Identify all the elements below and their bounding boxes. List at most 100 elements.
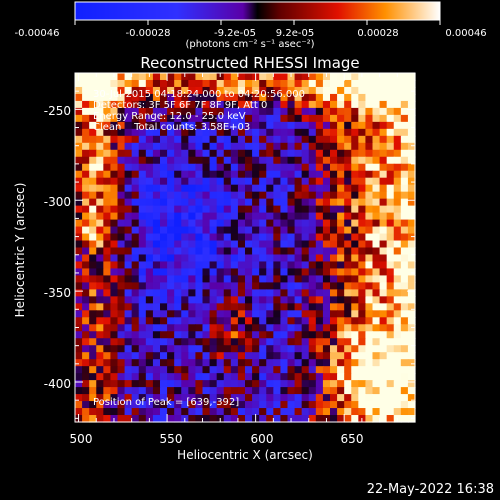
heatmap-cell	[351, 366, 359, 374]
heatmap-cell	[273, 373, 282, 381]
heatmap-cell	[358, 296, 367, 304]
heatmap-cell	[365, 240, 374, 249]
heatmap-cell	[216, 373, 225, 381]
heatmap-cell	[280, 226, 289, 235]
heatmap-cell	[386, 415, 395, 423]
heatmap-cell	[96, 387, 104, 395]
heatmap-cell	[181, 352, 189, 360]
heatmap-cell	[96, 114, 104, 123]
heatmap-cell	[110, 219, 119, 228]
heatmap-cell	[386, 275, 395, 283]
heatmap-cell	[124, 142, 133, 151]
heatmap-cell	[145, 135, 154, 144]
heatmap-cell	[152, 275, 161, 283]
heatmap-cell	[124, 212, 133, 221]
heatmap-cell	[167, 86, 175, 95]
heatmap-cell	[400, 73, 409, 81]
heatmap-cell	[209, 73, 218, 81]
heatmap-cell	[386, 107, 395, 116]
heatmap-cell	[160, 401, 168, 409]
heatmap-cell	[89, 198, 97, 207]
heatmap-cell	[365, 142, 374, 151]
heatmap-cell	[181, 373, 189, 381]
heatmap-cell	[386, 205, 395, 214]
heatmap-cell	[145, 86, 154, 95]
heatmap-cell	[252, 282, 260, 290]
heatmap-cell	[237, 191, 246, 200]
heatmap-cell	[75, 156, 83, 165]
heatmap-cell	[407, 240, 416, 249]
heatmap-cell	[96, 212, 104, 221]
heatmap-cell	[393, 93, 402, 102]
heatmap-cell	[237, 100, 246, 109]
heatmap-cell	[195, 338, 204, 346]
heatmap-cell	[188, 73, 197, 81]
heatmap-cell	[131, 401, 140, 409]
x-tick-label: 500	[69, 432, 93, 446]
heatmap-cell	[351, 198, 359, 207]
heatmap-cell	[280, 352, 289, 360]
heatmap-cell	[188, 79, 197, 88]
heatmap-cell	[89, 149, 97, 158]
heatmap-cell	[287, 121, 296, 130]
heatmap-cell	[237, 184, 246, 193]
heatmap-cell	[358, 240, 367, 249]
heatmap-cell	[379, 380, 388, 388]
heatmap-cell	[75, 79, 83, 88]
heatmap-cell	[202, 107, 211, 116]
heatmap-cell	[82, 198, 90, 207]
heatmap-cell	[351, 128, 359, 137]
heatmap-cell	[160, 289, 168, 297]
heatmap-cell	[351, 233, 359, 242]
heatmap-cell	[386, 114, 395, 123]
heatmap-cell	[167, 415, 175, 423]
heatmap-cell	[103, 261, 112, 270]
heatmap-cell	[393, 114, 402, 123]
heatmap-cell	[245, 296, 253, 304]
heatmap-cell	[351, 86, 359, 95]
heatmap-cell	[337, 163, 345, 172]
heatmap-cell	[117, 86, 126, 95]
heatmap-cell	[330, 254, 338, 263]
heatmap-cell	[152, 380, 161, 388]
heatmap-cell	[75, 289, 83, 297]
heatmap-cell	[202, 226, 211, 235]
heatmap-cell	[386, 401, 395, 409]
heatmap-cell	[160, 79, 168, 88]
heatmap-cell	[131, 191, 140, 200]
heatmap-cell	[245, 163, 253, 172]
heatmap-cell	[280, 296, 289, 304]
heatmap-cell	[145, 296, 154, 304]
heatmap-cell	[174, 198, 182, 207]
heatmap-cell	[89, 86, 97, 95]
heatmap-cell	[379, 331, 388, 339]
heatmap-cell	[110, 233, 119, 242]
heatmap-cell	[181, 240, 189, 249]
heatmap-cell	[365, 149, 374, 158]
heatmap-cell	[110, 128, 119, 137]
heatmap-cell	[138, 310, 147, 318]
heatmap-cell	[216, 219, 225, 228]
heatmap-cell	[337, 226, 345, 235]
heatmap-cell	[407, 310, 416, 318]
heatmap-cell	[145, 380, 154, 388]
heatmap-cell	[259, 366, 267, 374]
heatmap-cell	[181, 191, 189, 200]
heatmap-cell	[372, 226, 381, 235]
heatmap-cell	[351, 387, 359, 395]
heatmap-cell	[315, 331, 324, 339]
heatmap-cell	[75, 233, 83, 242]
heatmap-cell	[152, 93, 161, 102]
heatmap-cell	[188, 135, 197, 144]
heatmap-cell	[188, 240, 197, 249]
heatmap-cell	[223, 275, 232, 283]
heatmap-cell	[138, 219, 147, 228]
heatmap-cell	[322, 261, 331, 270]
heatmap-cell	[152, 408, 161, 416]
y-axis-label: Heliocentric Y (arcsec)	[13, 182, 27, 318]
heatmap-cell	[400, 387, 409, 395]
heatmap-cell	[103, 219, 112, 228]
heatmap-cell	[287, 205, 296, 214]
heatmap-cell	[216, 121, 225, 130]
heatmap-cell	[287, 387, 296, 395]
